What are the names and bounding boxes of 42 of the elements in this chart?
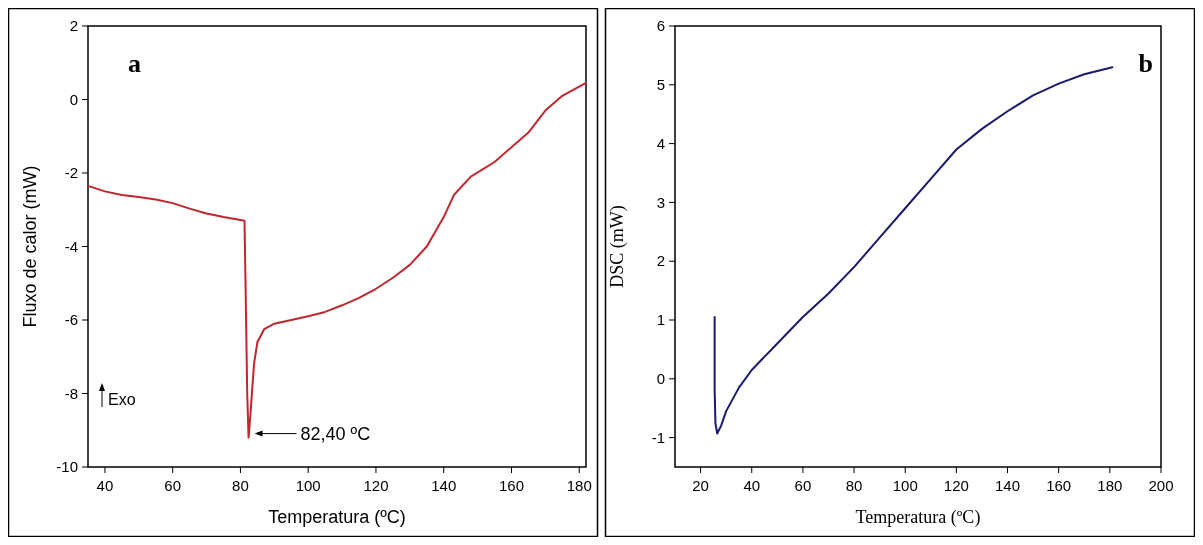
x-tick-label: 40 xyxy=(743,477,761,494)
y-tick-label: -4 xyxy=(64,237,78,255)
annotation: b xyxy=(1138,49,1153,78)
y-tick-label: -2 xyxy=(64,164,78,182)
x-tick-label: 80 xyxy=(845,477,863,494)
y-tick-label: 2 xyxy=(69,17,78,35)
annotation: 82,40 ºC xyxy=(300,423,371,444)
y-tick-label: 6 xyxy=(656,17,665,35)
y-tick-label: -10 xyxy=(56,458,78,476)
x-tick-label: 120 xyxy=(363,477,389,494)
x-tick-label: 140 xyxy=(995,477,1021,494)
y-axis-title: DSC (mW) xyxy=(607,205,628,288)
y-tick-label: 4 xyxy=(656,134,665,152)
x-tick-label: 200 xyxy=(1148,477,1174,494)
y-axis-title: Fluxo de calor (mW) xyxy=(20,165,40,328)
x-tick-label: 20 xyxy=(692,477,709,494)
x-tick-label: 80 xyxy=(232,477,249,494)
x-tick-label: 160 xyxy=(498,477,524,494)
y-tick-label: 1 xyxy=(656,311,665,329)
y-tick-label: -6 xyxy=(64,311,78,329)
x-tick-label: 100 xyxy=(892,477,918,494)
y-tick-label: -1 xyxy=(651,428,665,446)
x-tick-label: 160 xyxy=(1046,477,1072,494)
y-tick-label: 2 xyxy=(656,252,665,270)
y-tick-label: -8 xyxy=(64,384,78,402)
y-tick-label: 5 xyxy=(656,76,665,94)
x-tick-label: 140 xyxy=(431,477,457,494)
y-tick-label: 0 xyxy=(656,370,665,388)
annotation: Exo xyxy=(108,391,136,408)
x-tick-label: 180 xyxy=(566,477,592,494)
y-tick-label: 0 xyxy=(69,90,78,108)
x-tick-label: 60 xyxy=(794,477,812,494)
x-tick-label: 40 xyxy=(96,477,114,494)
x-tick-label: 60 xyxy=(164,477,182,494)
x-axis-title: Temperatura (ºC) xyxy=(855,507,981,528)
annotation: a xyxy=(128,49,141,78)
y-tick-label: 3 xyxy=(656,193,665,211)
x-tick-label: 100 xyxy=(295,477,321,494)
x-tick-label: 120 xyxy=(943,477,969,494)
x-axis-title: Temperatura (ºC) xyxy=(268,507,406,527)
x-tick-label: 180 xyxy=(1097,477,1123,494)
line-series xyxy=(713,66,1114,435)
